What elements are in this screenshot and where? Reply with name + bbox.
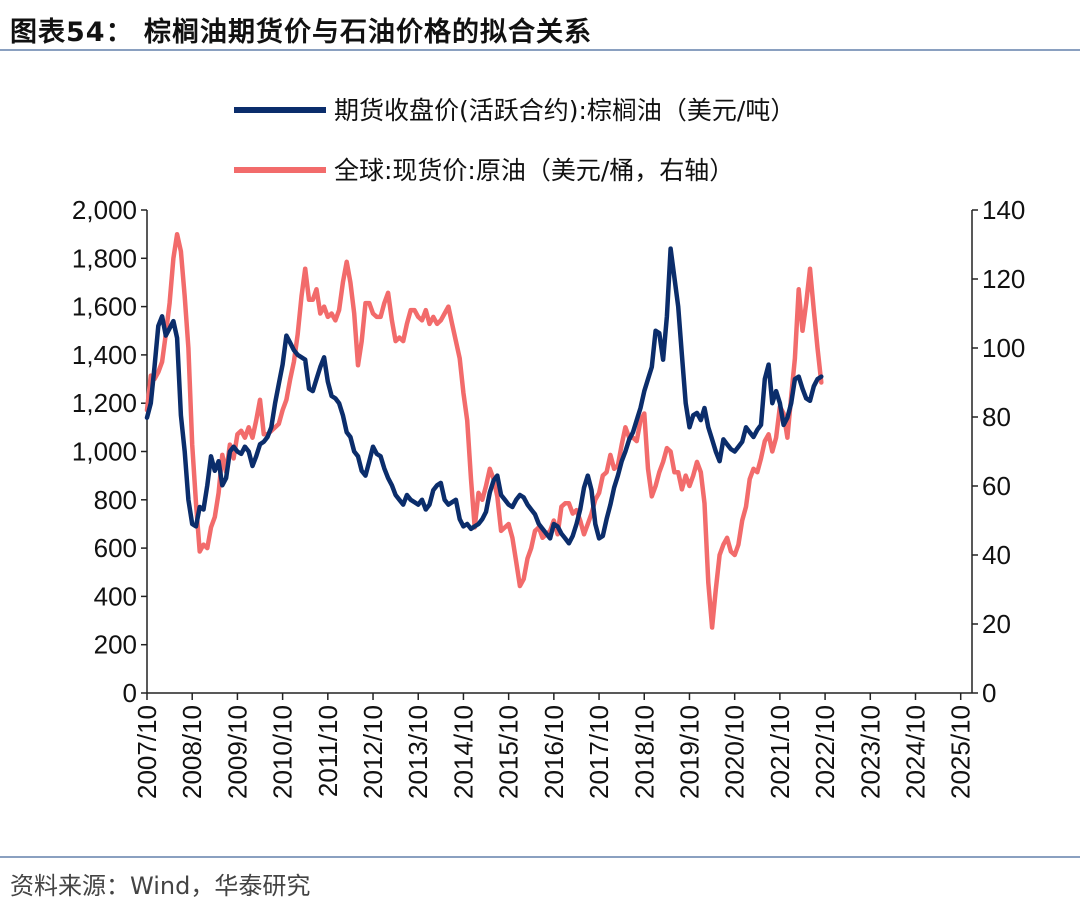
top-rule	[0, 49, 1080, 51]
x-tick-label: 2008/10	[177, 705, 207, 799]
series-line-palm-oil	[144, 246, 824, 546]
x-tick-label: 2017/10	[584, 705, 614, 799]
y-left-tick-label: 800	[94, 485, 137, 515]
x-tick-label: 2021/10	[765, 705, 795, 799]
y-left-tick-label: 400	[94, 581, 137, 611]
x-tick-label: 2020/10	[720, 705, 750, 799]
x-tick-label: 2019/10	[674, 705, 704, 799]
legend-label-crude-oil: 全球:现货价:原油（美元/桶，右轴）	[334, 156, 734, 185]
axes: 2,0001,8001,6001,4001,2001,0008006004002…	[72, 195, 1025, 799]
y-left-tick-label: 0	[123, 678, 137, 708]
x-tick-label: 2024/10	[900, 705, 930, 799]
y-left-tick-label: 1,400	[72, 340, 137, 370]
source-note: 资料来源：Wind，华泰研究	[10, 872, 311, 900]
legend-label-palm-oil: 期货收盘价(活跃合约):棕榈油（美元/吨）	[334, 96, 795, 125]
y-right-tick-label: 140	[982, 195, 1025, 225]
x-tick-label: 2010/10	[268, 705, 298, 799]
x-tick-label: 2025/10	[946, 705, 976, 799]
y-left-tick-label: 1,600	[72, 292, 137, 322]
y-left-tick-label: 2,000	[72, 195, 137, 225]
y-right-tick-label: 60	[982, 471, 1011, 501]
y-left-tick-label: 1,000	[72, 437, 137, 467]
x-tick-label: 2022/10	[810, 705, 840, 799]
x-tick-label: 2023/10	[855, 705, 885, 799]
y-left-tick-label: 600	[94, 533, 137, 563]
bottom-rule	[0, 856, 1080, 858]
y-right-tick-label: 20	[982, 609, 1011, 639]
x-tick-label: 2016/10	[539, 705, 569, 799]
legend: 期货收盘价(活跃合约):棕榈油（美元/吨） 全球:现货价:原油（美元/桶，右轴）	[234, 96, 795, 185]
x-tick-label: 2009/10	[222, 705, 252, 799]
y-left-tick-label: 1,200	[72, 388, 137, 418]
x-tick-label: 2014/10	[448, 705, 478, 799]
y-right-tick-label: 80	[982, 402, 1011, 432]
y-left-tick-label: 200	[94, 630, 137, 660]
y-right-tick-label: 120	[982, 264, 1025, 294]
y-left-tick-label: 1,800	[72, 243, 137, 273]
x-tick-label: 2018/10	[629, 705, 659, 799]
series-group	[144, 231, 824, 630]
y-right-tick-label: 0	[982, 678, 996, 708]
x-tick-label: 2011/10	[313, 705, 343, 797]
y-right-tick-label: 40	[982, 540, 1011, 570]
series-line-crude-oil	[144, 231, 824, 630]
figure-title: 图表54： 棕榈油期货价与石油价格的拟合关系	[10, 17, 592, 48]
x-tick-label: 2007/10	[132, 705, 162, 799]
y-right-tick-label: 100	[982, 333, 1025, 363]
x-tick-label: 2012/10	[358, 705, 388, 799]
chart: 期货收盘价(活跃合约):棕榈油（美元/吨） 全球:现货价:原油（美元/桶，右轴）…	[72, 96, 1025, 799]
x-tick-label: 2015/10	[494, 705, 524, 799]
x-tick-label: 2013/10	[403, 705, 433, 799]
